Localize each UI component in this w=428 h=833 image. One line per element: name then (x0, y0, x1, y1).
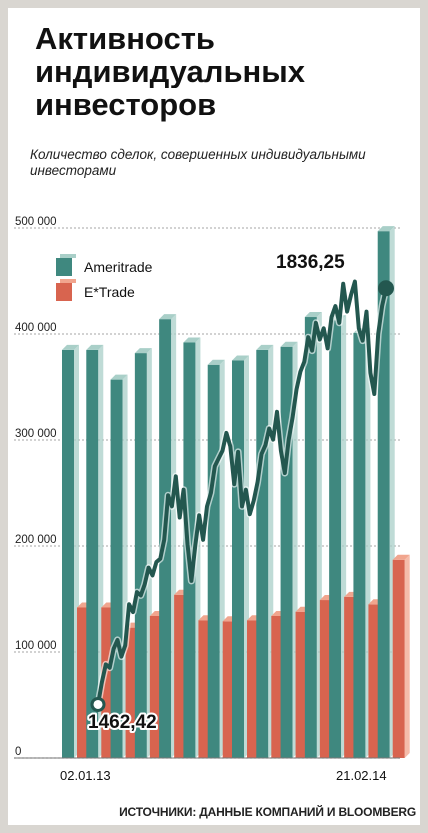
y-tick-label: 200 000 (15, 534, 57, 546)
y-tick-label: 300 000 (15, 428, 57, 440)
bar-ameritrade (232, 360, 244, 758)
source-note: ИСТОЧНИКИ: ДАННЫЕ КОМПАНИЙ И BLOOMBERG (119, 805, 416, 819)
bar-ameritrade-top (256, 344, 274, 350)
bar-ameritrade-top (232, 355, 249, 361)
bar-etrade (125, 627, 138, 758)
index-start-label-halo: 1462,42 (88, 712, 157, 733)
x-start-label: 02.01.13 (60, 768, 111, 783)
legend-label: Ameritrade (84, 259, 153, 275)
bar-etrade (319, 600, 332, 758)
bar-etrade (174, 594, 187, 758)
bar-ameritrade (377, 231, 390, 758)
bar-etrade-top (392, 554, 410, 560)
bar-etrade (101, 607, 114, 758)
bar-ameritrade (207, 364, 220, 758)
bar-ameritrade (353, 332, 366, 758)
index-line (96, 279, 388, 707)
index-end-label-halo: 1836,25 (276, 252, 345, 273)
bar-ameritrade-top (304, 312, 322, 318)
title-line-1: Активность (30, 22, 220, 55)
bar-ameritrade-top (280, 341, 298, 347)
index-start-marker (90, 696, 106, 712)
index-end-marker (378, 280, 394, 297)
bar-etrade (271, 615, 284, 758)
bar-ameritrade (110, 379, 123, 758)
bar-ameritrade-top (207, 359, 225, 365)
index-end-label: 1836,25 (276, 252, 345, 273)
bar-ameritrade (329, 320, 342, 758)
legend-swatch (56, 258, 72, 276)
bar-etrade (198, 620, 211, 758)
bar-etrade-side (404, 554, 410, 758)
y-tick-label: 100 000 (15, 640, 57, 652)
chart-title: Активность индивидуальных инвесторов (30, 22, 410, 121)
bar-ameritrade-top (86, 344, 104, 350)
bar-ameritrade (256, 349, 269, 758)
title-line-2: индивидуальных (30, 55, 310, 88)
bar-ameritrade (304, 317, 317, 758)
bar-ameritrade (86, 349, 99, 758)
bar-etrade (149, 615, 162, 758)
bar-ameritrade-top (183, 337, 201, 343)
bar-etrade (77, 607, 89, 758)
legend-swatch-top (60, 279, 76, 283)
bar-ameritrade-top (159, 314, 177, 320)
legend-label: E*Trade (84, 284, 135, 300)
bar-ameritrade-top (62, 344, 79, 350)
bar-ameritrade-top (134, 348, 152, 354)
bar-etrade (222, 621, 235, 758)
bar-etrade (392, 559, 405, 758)
bar-ameritrade-top (110, 374, 128, 380)
chart-subtitle: Количество сделок, совершенных индивидуа… (30, 147, 366, 178)
x-end-label: 21.02.14 (336, 768, 387, 783)
y-tick-label: 400 000 (15, 322, 57, 334)
bar-etrade (344, 596, 357, 758)
legend-swatch-top (60, 254, 76, 258)
bar-etrade (247, 620, 259, 758)
bar-ameritrade (62, 349, 74, 758)
bar-ameritrade (134, 353, 147, 758)
y-tick-label: 0 (15, 746, 21, 758)
legend-swatch (56, 283, 72, 301)
bar-etrade (295, 611, 308, 758)
bar-ameritrade-top (377, 226, 395, 232)
bar-etrade (368, 604, 381, 758)
y-tick-label: 500 000 (15, 216, 57, 228)
index-start-label: 1462,42 (88, 712, 157, 733)
title-line-3: инвесторов (30, 88, 222, 121)
